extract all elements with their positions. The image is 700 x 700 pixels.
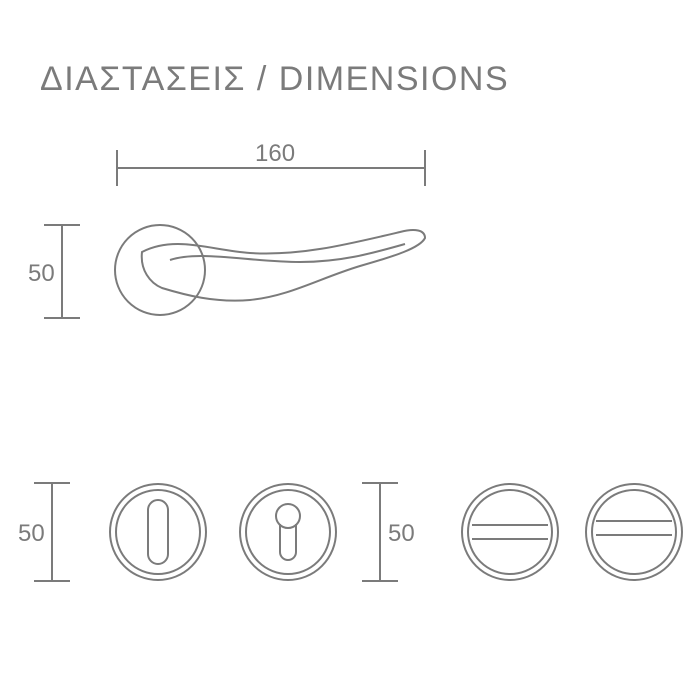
escutcheon-wc-turn [0, 0, 700, 700]
page-root: ΔΙΑΣΤΑΣΕΙΣ / DIMENSIONS 160 50 50 50 [0, 0, 700, 700]
